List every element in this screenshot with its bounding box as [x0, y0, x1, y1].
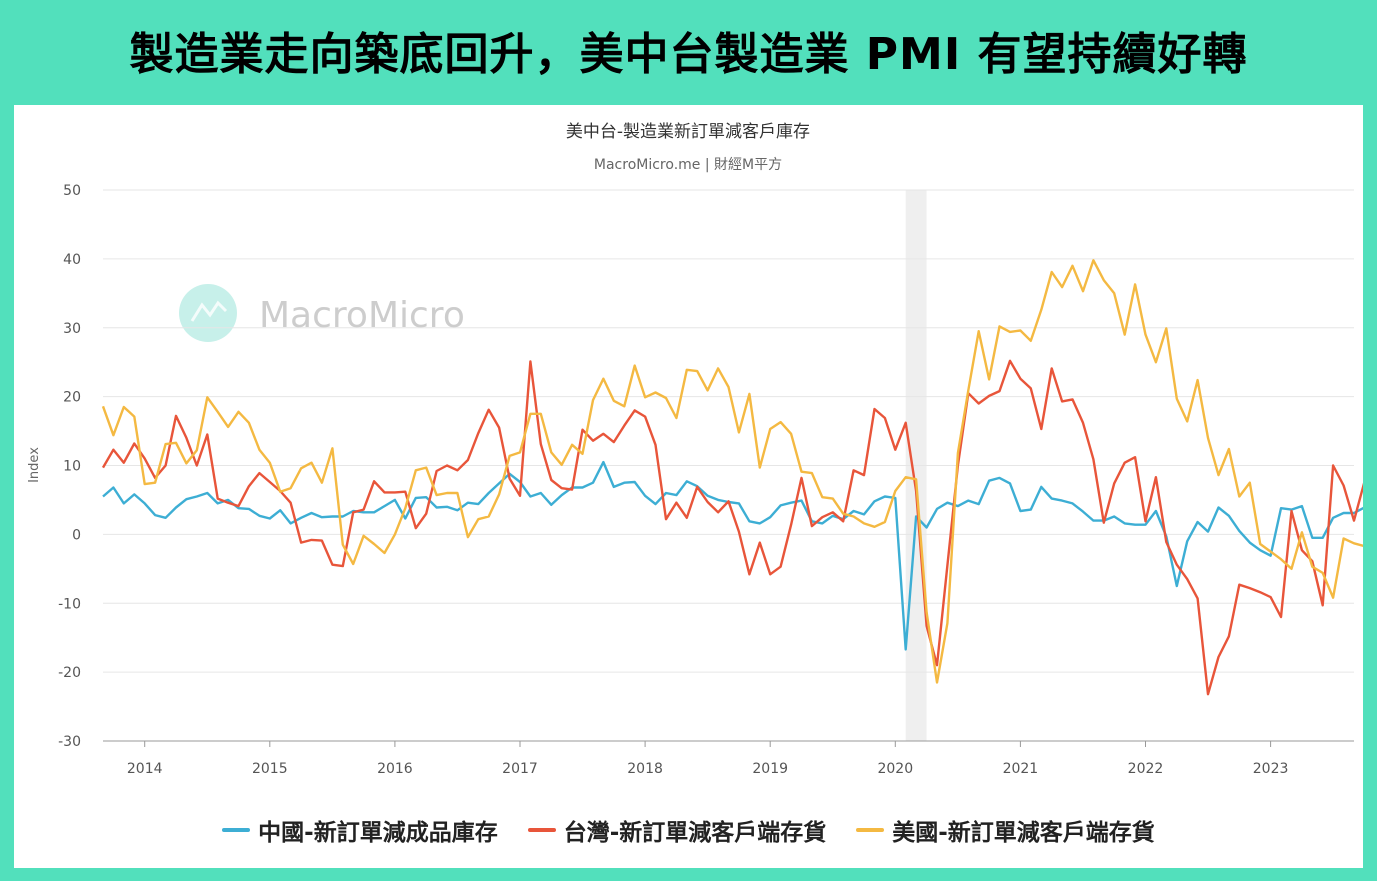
y-tick-label: 50 — [63, 183, 81, 199]
line-chart: MacroMicro 美中台-製造業新訂單減客戶庫存 MacroMicro.me… — [27, 122, 1376, 777]
legend-label-taiwan: 台灣-新訂單減客戶端存貨 — [563, 820, 827, 846]
legend-item-china[interactable]: 中國-新訂單減成品庫存 — [222, 813, 498, 847]
y-tick-label: 30 — [63, 321, 81, 337]
series-line-taiwan — [101, 359, 1366, 696]
macromicro-watermark: MacroMicro — [179, 284, 465, 342]
y-tick-label: 40 — [63, 252, 81, 268]
headline: 製造業走向築底回升，美中台製造業 PMI 有望持續好轉 — [129, 29, 1248, 80]
legend-swatch-us — [856, 828, 885, 832]
series-line-china — [102, 460, 1365, 651]
logo-chart-icon — [190, 300, 228, 322]
x-tick-label: 2014 — [127, 761, 163, 777]
chart-panel: MacroMicro 美中台-製造業新訂單減客戶庫存 MacroMicro.me… — [14, 105, 1376, 868]
x-tick-label: 2022 — [1128, 761, 1164, 777]
legend-item-taiwan[interactable]: 台灣-新訂單減客戶端存貨 — [527, 813, 827, 847]
x-tick-label: 2019 — [752, 761, 788, 777]
legend: 中國-新訂單減成品庫存 台灣-新訂單減客戶端存貨 美國-新訂單減客戶端存貨 — [14, 810, 1363, 850]
watermark-text: MacroMicro — [259, 295, 465, 336]
x-tick-label: 2016 — [377, 761, 413, 777]
y-tick-label: -30 — [58, 734, 81, 750]
legend-swatch-china — [222, 828, 251, 832]
y-tick-label: 0 — [72, 527, 81, 543]
y-tick-label: 20 — [63, 390, 81, 406]
legend-label-china: 中國-新訂單減成品庫存 — [258, 820, 498, 846]
x-tick-label: 2021 — [1003, 761, 1039, 777]
x-tick-label: 2018 — [627, 761, 663, 777]
y-axis-label: Index — [27, 447, 42, 483]
y-tick-label: -20 — [58, 665, 81, 681]
legend-item-us[interactable]: 美國-新訂單減客戶端存貨 — [856, 813, 1155, 847]
legend-label-us: 美國-新訂單減客戶端存貨 — [892, 820, 1155, 846]
x-tick-label: 2023 — [1253, 761, 1289, 777]
chart-subtitle: MacroMicro.me | 財經M平方 — [594, 157, 782, 173]
y-tick-label: 10 — [63, 459, 81, 475]
series-line-us — [101, 259, 1376, 684]
x-tick-label: 2015 — [252, 761, 288, 777]
x-tick-label: 2017 — [502, 761, 538, 777]
legend-swatch-taiwan — [527, 828, 556, 832]
y-tick-label: -10 — [58, 596, 81, 612]
x-tick-label: 2020 — [877, 761, 913, 777]
chart-title: 美中台-製造業新訂單減客戶庫存 — [566, 122, 810, 142]
